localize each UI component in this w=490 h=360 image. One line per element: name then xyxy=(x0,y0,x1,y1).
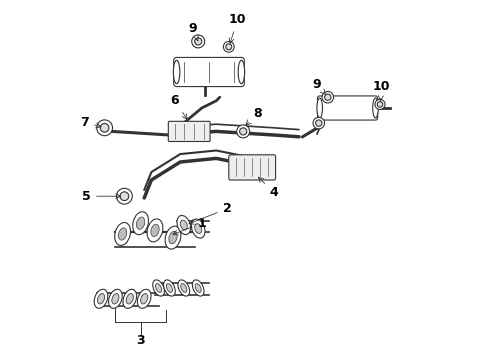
Circle shape xyxy=(120,192,129,201)
Text: 8: 8 xyxy=(246,107,262,125)
Ellipse shape xyxy=(180,220,187,230)
Ellipse shape xyxy=(195,284,201,292)
Circle shape xyxy=(316,120,322,126)
Text: 3: 3 xyxy=(136,334,145,347)
Text: 4: 4 xyxy=(258,177,278,199)
Circle shape xyxy=(313,117,324,129)
Ellipse shape xyxy=(169,231,177,244)
Ellipse shape xyxy=(137,289,151,309)
Circle shape xyxy=(100,123,109,132)
Ellipse shape xyxy=(136,217,145,229)
Ellipse shape xyxy=(112,294,119,304)
Ellipse shape xyxy=(177,215,191,235)
Text: 5: 5 xyxy=(82,190,121,203)
Ellipse shape xyxy=(192,219,205,238)
FancyBboxPatch shape xyxy=(174,57,245,87)
Circle shape xyxy=(377,102,383,107)
Circle shape xyxy=(325,94,331,100)
Circle shape xyxy=(223,41,234,52)
Text: 9: 9 xyxy=(189,22,198,41)
FancyBboxPatch shape xyxy=(229,155,275,180)
Text: 2: 2 xyxy=(189,202,231,224)
Circle shape xyxy=(375,99,385,109)
Circle shape xyxy=(192,35,205,48)
Circle shape xyxy=(117,188,132,204)
Ellipse shape xyxy=(317,98,322,118)
Text: 10: 10 xyxy=(373,80,391,101)
Ellipse shape xyxy=(123,289,137,309)
Text: 9: 9 xyxy=(313,78,326,95)
Ellipse shape xyxy=(373,98,378,118)
Ellipse shape xyxy=(115,222,130,246)
Ellipse shape xyxy=(164,280,175,296)
Ellipse shape xyxy=(165,226,181,249)
Ellipse shape xyxy=(98,294,104,304)
Circle shape xyxy=(322,91,334,103)
Ellipse shape xyxy=(173,60,180,84)
FancyBboxPatch shape xyxy=(318,96,378,120)
Text: 6: 6 xyxy=(171,94,187,119)
Ellipse shape xyxy=(167,284,172,292)
Ellipse shape xyxy=(133,212,148,235)
Ellipse shape xyxy=(94,289,108,309)
Circle shape xyxy=(226,44,232,50)
Circle shape xyxy=(97,120,113,136)
Ellipse shape xyxy=(151,224,159,237)
Ellipse shape xyxy=(193,280,204,296)
Text: 10: 10 xyxy=(229,13,246,43)
Ellipse shape xyxy=(178,280,190,296)
Circle shape xyxy=(195,38,202,45)
Text: 1: 1 xyxy=(173,217,206,235)
Ellipse shape xyxy=(195,224,202,234)
FancyBboxPatch shape xyxy=(169,121,210,141)
Text: 7: 7 xyxy=(80,116,101,129)
Circle shape xyxy=(240,128,247,135)
Ellipse shape xyxy=(109,289,122,309)
Ellipse shape xyxy=(126,294,133,304)
Circle shape xyxy=(237,125,250,138)
Ellipse shape xyxy=(119,228,127,240)
Ellipse shape xyxy=(238,60,245,84)
Ellipse shape xyxy=(181,284,187,292)
Ellipse shape xyxy=(156,284,162,292)
Ellipse shape xyxy=(147,219,163,242)
Ellipse shape xyxy=(141,294,148,304)
Ellipse shape xyxy=(153,280,165,296)
